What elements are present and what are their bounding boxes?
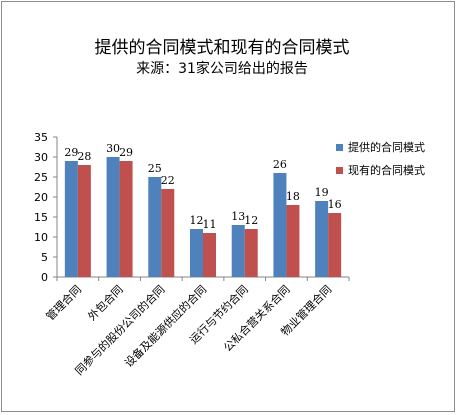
bar: [203, 233, 216, 277]
bar: [64, 161, 78, 277]
data-label: 26: [273, 158, 287, 171]
data-label: 19: [315, 186, 329, 199]
data-label: 12: [244, 214, 258, 227]
data-label: 11: [203, 218, 217, 231]
legend-swatch: [336, 167, 343, 174]
legend-label: 现有的合同模式: [348, 163, 425, 177]
bar: [106, 157, 120, 277]
y-tick-label: 15: [34, 211, 48, 224]
chart-title: 提供的合同模式和现有的合同模式: [95, 38, 350, 58]
legend-label: 提供的合同模式: [348, 140, 425, 154]
x-category-label: 管理合同: [43, 282, 84, 323]
data-label: 25: [148, 162, 162, 175]
bar: [119, 161, 133, 277]
data-label: 29: [64, 146, 78, 159]
bar: [148, 177, 162, 277]
data-label: 13: [231, 210, 245, 223]
bar: [77, 165, 91, 277]
y-tick-label: 25: [34, 171, 48, 184]
bar: [190, 229, 203, 277]
data-label: 29: [119, 146, 133, 159]
x-category-label: 设备及能源供应的合同: [121, 282, 209, 370]
y-tick-label: 30: [34, 151, 48, 164]
data-label: 30: [106, 142, 120, 155]
y-tick-label: 10: [34, 231, 48, 244]
y-tick-label: 35: [34, 131, 48, 144]
bar: [286, 205, 300, 277]
y-tick-label: 0: [41, 271, 48, 284]
x-category-label: 外包合同: [85, 282, 126, 323]
bar: [231, 225, 245, 277]
data-label: 16: [328, 198, 342, 211]
data-label: 12: [190, 214, 204, 227]
y-tick-label: 20: [34, 191, 48, 204]
bar: [273, 173, 287, 277]
bar: [161, 189, 175, 277]
bar: [328, 213, 342, 277]
y-tick-label: 5: [41, 251, 48, 264]
data-label: 28: [77, 150, 91, 163]
legend-swatch: [336, 144, 343, 151]
data-label: 22: [161, 174, 175, 187]
bar: [244, 229, 258, 277]
chart-subtitle: 来源：31家公司给出的报告: [136, 60, 308, 77]
bar: [315, 201, 329, 277]
data-label: 18: [286, 190, 300, 203]
